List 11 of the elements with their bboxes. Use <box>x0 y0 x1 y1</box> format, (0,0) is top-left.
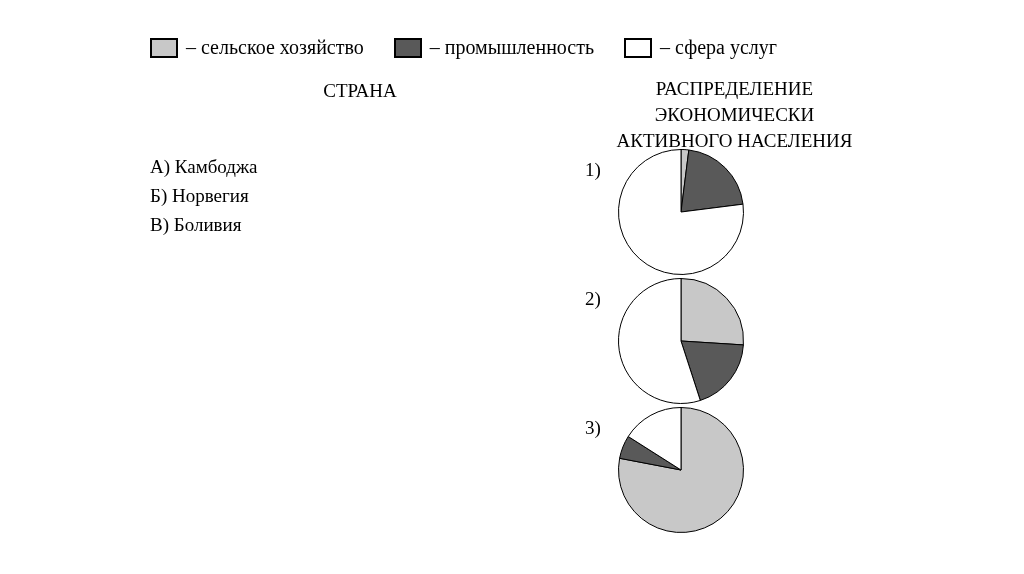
legend-label: – сельское хозяйство <box>186 36 364 59</box>
text: 2) <box>585 288 601 310</box>
text: Б) Норвегия <box>150 185 249 207</box>
text: 3) <box>585 417 601 439</box>
text: В) Боливия <box>150 214 242 236</box>
text: А) Камбоджа <box>150 156 258 178</box>
text: РАСПРЕДЕЛЕНИЕ ЭКОНОМИЧЕСКИ АКТИВНОГО НАСЕЛЕНИЯ <box>615 77 854 153</box>
legend-label: – промышленность <box>429 36 595 59</box>
text: СТРАНА <box>322 80 398 102</box>
text: 1) <box>585 159 601 181</box>
legend-label: – сфера услуг <box>660 36 777 59</box>
